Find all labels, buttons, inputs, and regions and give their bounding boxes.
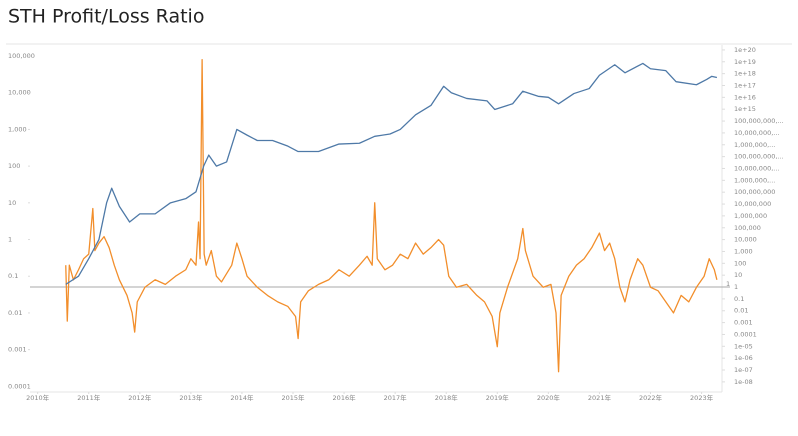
y2-tick-label: 1e+20 [734, 46, 756, 54]
y2-tick-label: 1e-08 [734, 378, 753, 386]
y2-tick-label: 100,000 [734, 224, 761, 232]
x-tick-label: 2017年 [384, 393, 408, 402]
y2-tick-label: 1e+15 [734, 105, 756, 113]
y2-tick-label: 1e+17 [734, 81, 756, 89]
x-tick-label: 2013年 [179, 393, 203, 402]
y2-tick-label: 0.0001 [734, 330, 757, 338]
x-tick-label: 2016年 [333, 393, 357, 402]
x-tick-label: 2018年 [435, 393, 459, 402]
y2-tick-label: 1e+16 [734, 93, 756, 101]
y-tick-label: 100 [8, 162, 20, 170]
x-tick-label: 2021年 [588, 393, 612, 402]
reference-label: 1 [726, 280, 730, 288]
x-tick-label: 2010年 [26, 393, 50, 402]
y2-tick-label: 10,000,000,... [734, 164, 779, 172]
y2-tick-label: 1,000 [734, 247, 753, 255]
y2-tick-label: 1,000,000,... [734, 176, 775, 184]
y2-tick-label: 1e-07 [734, 366, 753, 374]
y-tick-label: 1 [8, 236, 12, 244]
chart-title: STH Profit/Loss Ratio [8, 6, 204, 28]
x-tick-label: 2014年 [230, 393, 254, 402]
y2-tick-label: 0.01 [734, 307, 748, 315]
y2-tick-label: 1e-06 [734, 354, 753, 362]
x-tick-label: 2015年 [281, 393, 305, 402]
y2-tick-label: 1e+19 [734, 58, 756, 66]
x-tick-label: 2011年 [77, 393, 101, 402]
y2-tick-label: 10,000,000,... [734, 129, 779, 137]
y2-tick-label: 10,000 [734, 236, 757, 244]
y2-tick-label: 10 [734, 271, 742, 279]
y-tick-label: 0.1 [8, 272, 18, 280]
y2-tick-label: 1e+18 [734, 70, 756, 78]
x-tick-label: 2019年 [486, 393, 510, 402]
y2-tick-label: 1 [734, 283, 738, 291]
y2-tick-label: 100 [734, 259, 746, 267]
x-tick-label: 2020年 [537, 393, 561, 402]
y2-tick-label: 100,000,000 [734, 188, 775, 196]
y2-tick-label: 0.1 [734, 295, 744, 303]
x-tick-label: 2022年 [639, 393, 663, 402]
x-tick-label: 2012年 [128, 393, 152, 402]
y-tick-label: 100,000 [8, 52, 35, 60]
y2-tick-label: 100,000,000,... [734, 117, 784, 125]
y-tick-label: 10 [8, 199, 16, 207]
y2-tick-label: 1,000,000,... [734, 141, 775, 149]
y-tick-label: 0.0001 [8, 382, 31, 390]
y-tick-label: 0.001 [8, 346, 27, 354]
x-tick-label: 2023年 [690, 393, 714, 402]
y2-tick-label: 1e-05 [734, 342, 753, 350]
y2-tick-label: 0.001 [734, 319, 753, 327]
y2-tick-label: 1,000,000 [734, 212, 767, 220]
y-tick-label: 1,000 [8, 125, 27, 133]
series-line [65, 58, 718, 373]
y2-tick-label: 10,000,000 [734, 200, 771, 208]
series-line [65, 62, 718, 285]
y-tick-label: 0.01 [8, 309, 22, 317]
y2-tick-label: 100,000,000,... [734, 153, 784, 161]
y-tick-label: 10,000 [8, 89, 31, 97]
